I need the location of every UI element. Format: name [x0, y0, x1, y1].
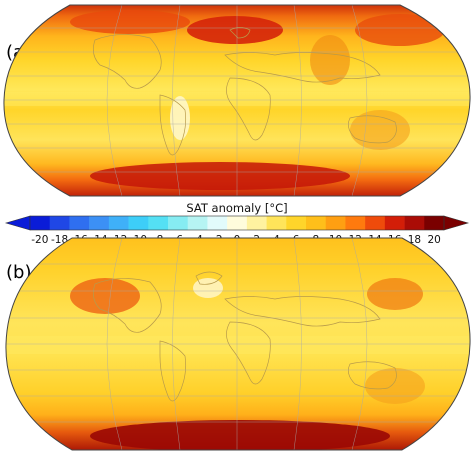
- colorbar-cell: [187, 216, 208, 230]
- north-pacific-hotspot: [70, 278, 140, 314]
- colorbar-title: SAT anomaly [°C]: [186, 201, 288, 215]
- colorbar-cell: [365, 216, 386, 230]
- australia-warm-region-b: [365, 368, 425, 404]
- colorbar-cell: [306, 216, 327, 230]
- colorbar-cell: [266, 216, 287, 230]
- colorbar-outline: [29, 215, 445, 231]
- colorbar-cell: [246, 216, 267, 230]
- siberia-hotspot: [355, 14, 445, 46]
- colorbar-cell: [404, 216, 425, 230]
- colorbar-cell: [424, 216, 445, 230]
- north-atlantic-hotspot: [187, 16, 283, 44]
- panel-b-label: (b): [6, 262, 32, 283]
- colorbar-cell: [325, 216, 346, 230]
- colorbar-max-arrow: [443, 215, 470, 231]
- colorbar-cell: [148, 216, 169, 230]
- colorbar-min-arrow: [4, 215, 31, 231]
- colorbar-cell: [168, 216, 189, 230]
- colorbar-cell: [345, 216, 366, 230]
- colorbar-cell: [89, 216, 110, 230]
- colorbar-cell: [207, 216, 228, 230]
- colorbar-cell: [69, 216, 90, 230]
- graticule-b: [5, 238, 471, 450]
- colorbar-cell: [49, 216, 70, 230]
- colorbar-cell: [227, 216, 248, 230]
- map-frame-b: [5, 237, 471, 451]
- coastlines-b: [93, 271, 397, 402]
- colorbar-cell: [384, 216, 405, 230]
- antarctic-hotspot: [90, 162, 350, 190]
- colorbar-tick-label: 20: [427, 234, 440, 246]
- colorbar-tick-label: -20: [31, 234, 48, 246]
- antarctic-hotspot-b: [90, 420, 390, 450]
- map-panel-a: [3, 4, 471, 197]
- australia-warm-region: [350, 110, 410, 150]
- map-frame-a: [3, 4, 471, 197]
- colorbar-cell: [286, 216, 307, 230]
- colorbar-cell: [30, 216, 51, 230]
- central-asia-hotspot: [310, 35, 350, 85]
- map-panel-b: [5, 237, 471, 451]
- arctic-canada-hotspot: [70, 10, 190, 34]
- tropical-band-b: [5, 336, 471, 354]
- colorbar-cell: [128, 216, 149, 230]
- graticule-a: [3, 5, 471, 196]
- north-atlantic-pale-region: [193, 278, 223, 298]
- northeast-asia-hotspot: [367, 278, 423, 310]
- colorbar-cell: [108, 216, 129, 230]
